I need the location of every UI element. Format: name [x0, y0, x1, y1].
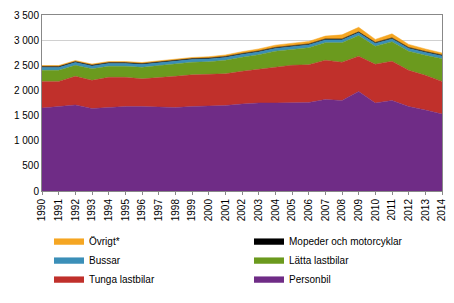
svg-text:1997: 1997 — [153, 199, 164, 222]
svg-text:500: 500 — [22, 160, 39, 171]
svg-text:1999: 1999 — [186, 199, 197, 222]
svg-text:2012: 2012 — [403, 199, 414, 222]
svg-text:0: 0 — [33, 186, 39, 197]
svg-text:2006: 2006 — [303, 199, 314, 222]
svg-text:1995: 1995 — [120, 199, 131, 222]
svg-text:2004: 2004 — [270, 199, 281, 222]
svg-text:2 000: 2 000 — [14, 85, 39, 96]
svg-text:3 500: 3 500 — [14, 10, 39, 21]
svg-text:2005: 2005 — [286, 199, 297, 222]
svg-text:Personbil: Personbil — [289, 274, 331, 285]
svg-text:2000: 2000 — [203, 199, 214, 222]
svg-text:2007: 2007 — [320, 199, 331, 222]
svg-text:1991: 1991 — [53, 199, 64, 222]
svg-text:1994: 1994 — [103, 199, 114, 222]
svg-text:Tunga lastbilar: Tunga lastbilar — [89, 274, 155, 285]
svg-text:1992: 1992 — [70, 199, 81, 222]
svg-text:2013: 2013 — [420, 199, 431, 222]
svg-text:2014: 2014 — [436, 199, 447, 222]
svg-text:2010: 2010 — [370, 199, 381, 222]
svg-text:1990: 1990 — [36, 199, 47, 222]
svg-text:Övrigt*: Övrigt* — [89, 236, 120, 247]
svg-text:2001: 2001 — [220, 199, 231, 222]
svg-text:Lätta lastbilar: Lätta lastbilar — [289, 255, 349, 266]
svg-text:2011: 2011 — [386, 199, 397, 221]
svg-text:1993: 1993 — [86, 199, 97, 222]
svg-text:2002: 2002 — [236, 199, 247, 222]
svg-text:Bussar: Bussar — [89, 255, 121, 266]
svg-text:1996: 1996 — [136, 199, 147, 222]
svg-text:1 500: 1 500 — [14, 110, 39, 121]
svg-text:2 500: 2 500 — [14, 60, 39, 71]
svg-text:3 000: 3 000 — [14, 35, 39, 46]
svg-text:2003: 2003 — [253, 199, 264, 222]
svg-text:2009: 2009 — [353, 199, 364, 222]
svg-text:2008: 2008 — [336, 199, 347, 222]
svg-text:1998: 1998 — [170, 199, 181, 222]
svg-text:1 000: 1 000 — [14, 135, 39, 146]
svg-text:Mopeder och motorcyklar: Mopeder och motorcyklar — [289, 236, 402, 247]
